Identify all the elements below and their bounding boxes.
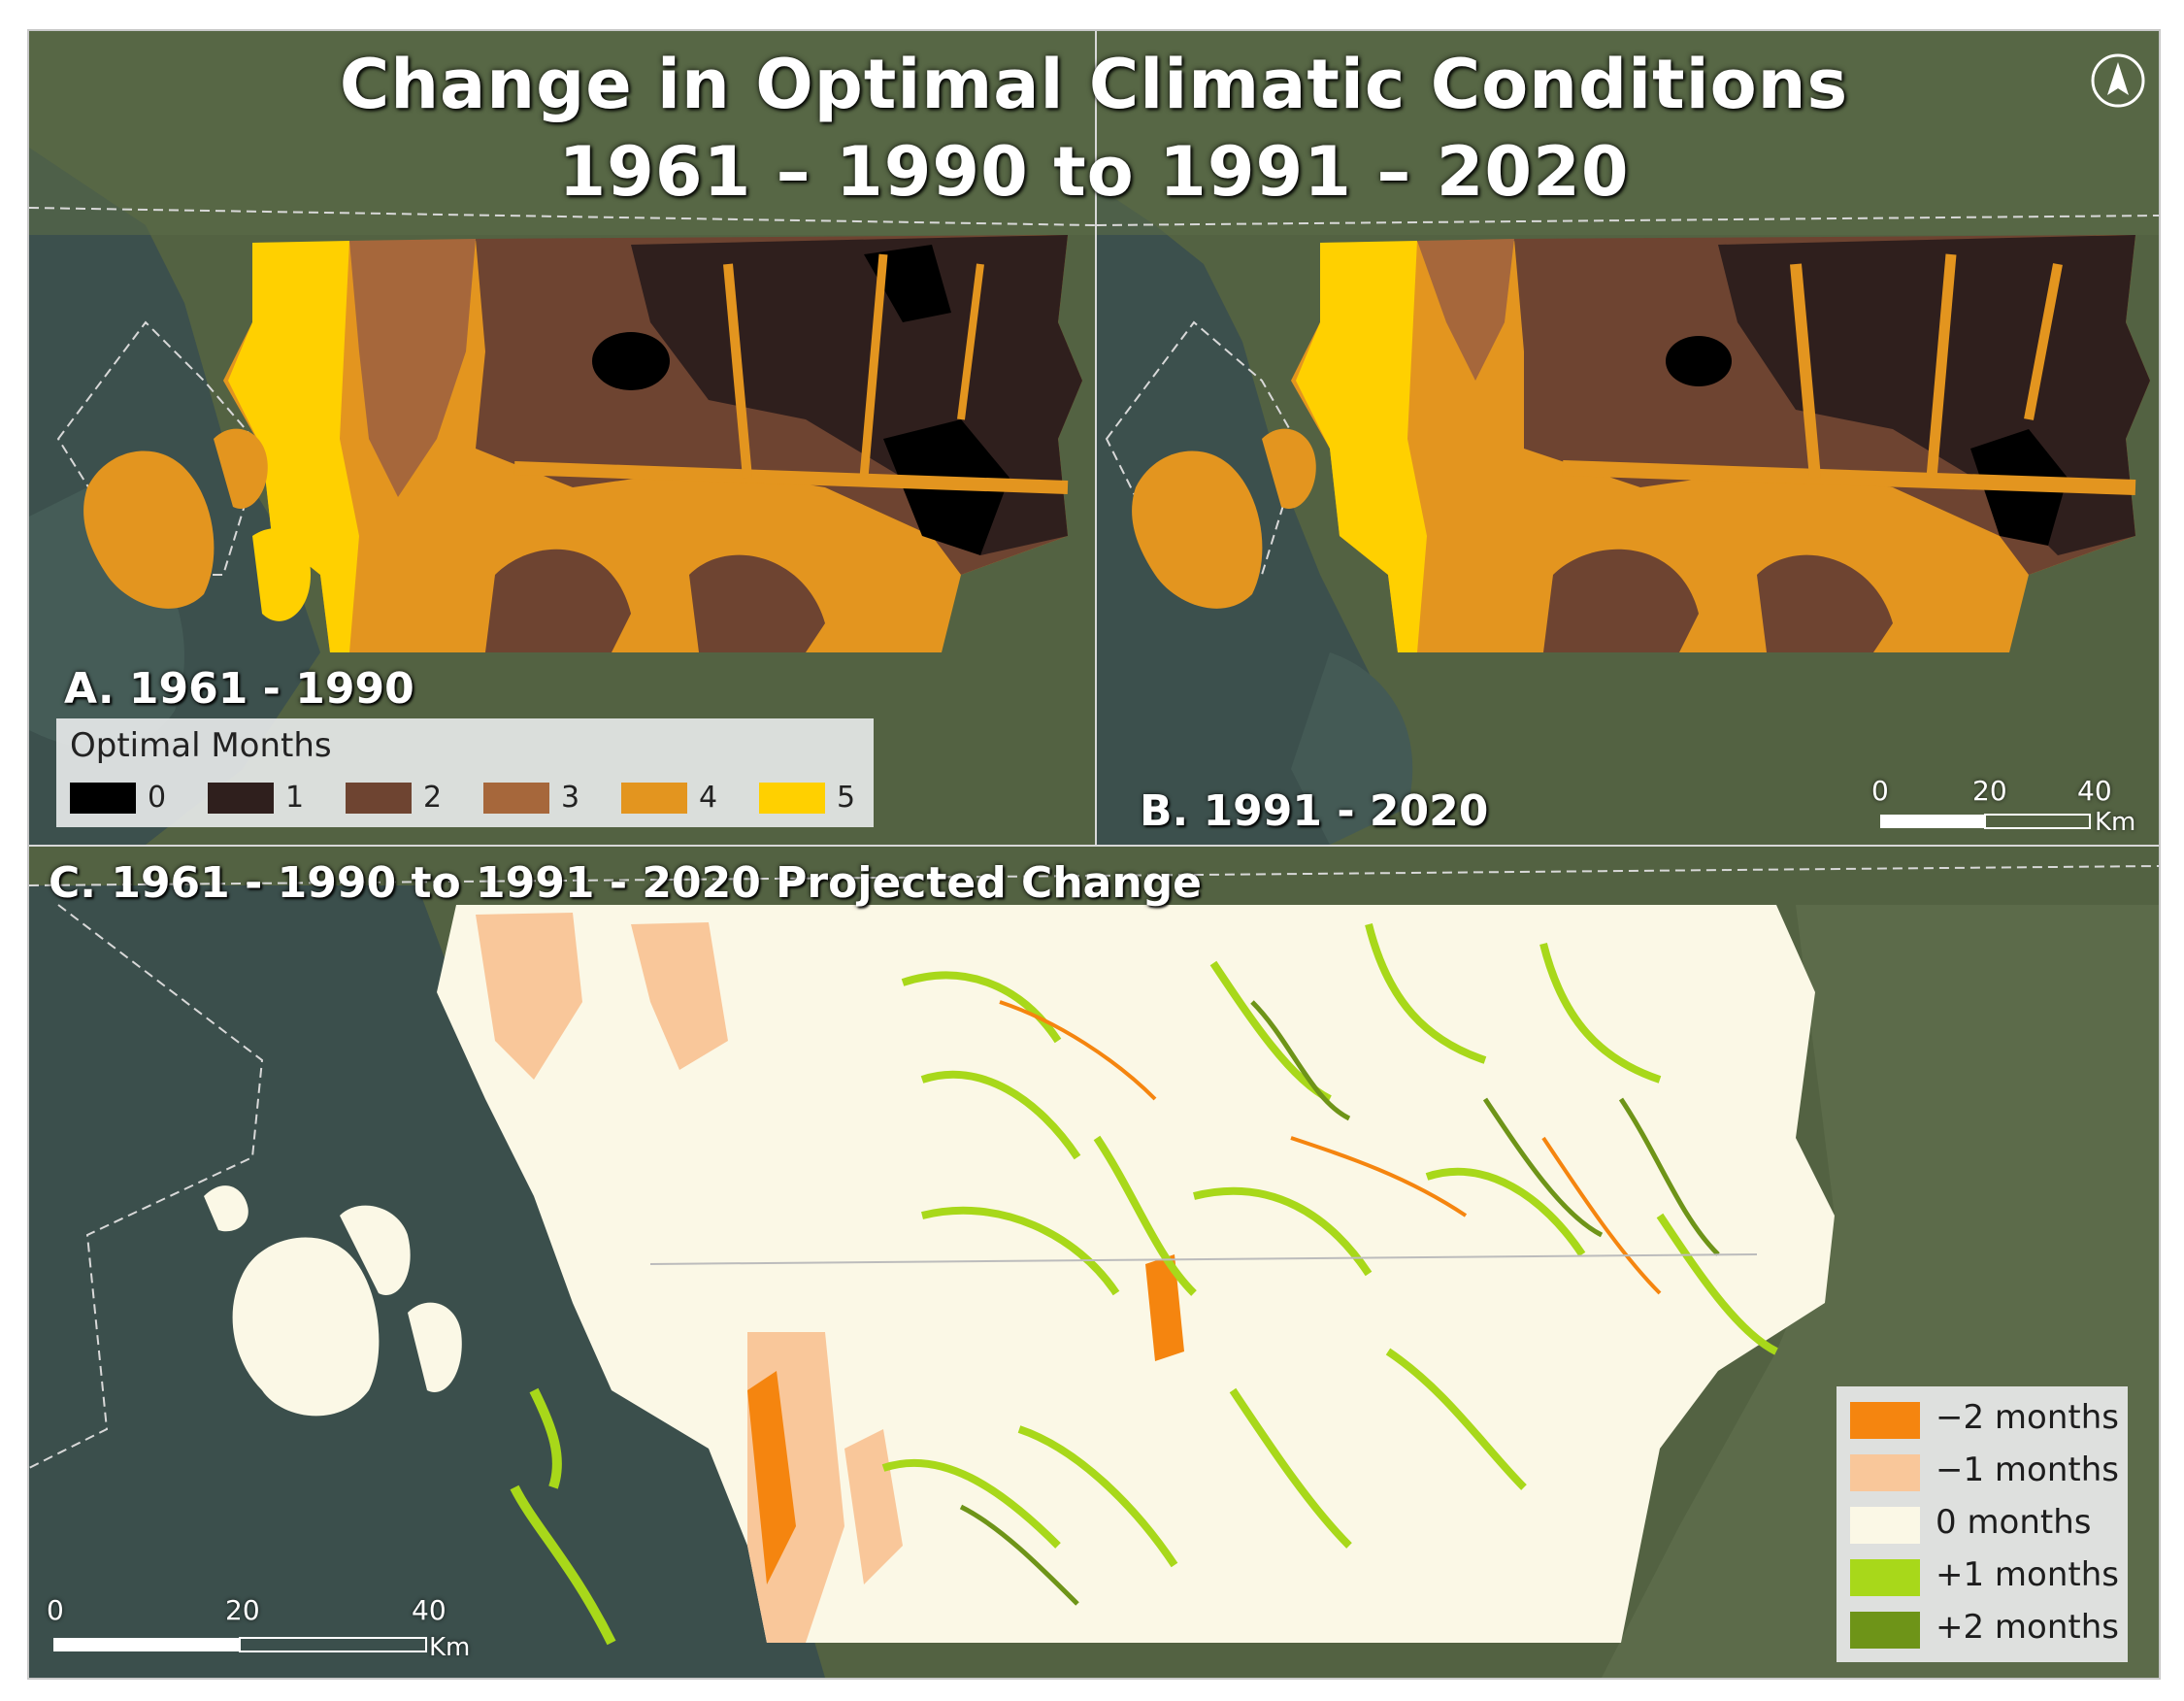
legend-swatch — [1850, 1454, 1920, 1491]
panel-c-map: C. 1961 - 1990 to 1991 - 2020 Projected … — [29, 847, 2159, 1678]
legend-label: −2 months — [1936, 1398, 2119, 1437]
legend-label: −1 months — [1936, 1451, 2119, 1489]
legend-label: 0 — [148, 781, 167, 815]
legend-label: +2 months — [1936, 1608, 2119, 1647]
north-arrow-icon — [2091, 53, 2145, 108]
panel-b-label: B. 1991 - 2020 — [1140, 786, 1489, 836]
scale-bar-graphic — [53, 1637, 427, 1652]
legend-swatch — [346, 783, 412, 814]
legend-swatch — [1850, 1402, 1920, 1439]
scale-tick: 0 — [1871, 775, 1889, 807]
legend-swatch — [1850, 1612, 1920, 1649]
panel-a-label: A. 1961 - 1990 — [64, 664, 414, 714]
panel-c-label: C. 1961 - 1990 to 1991 - 2020 Projected … — [49, 858, 1203, 908]
panel-a-map: A. 1961 - 1990 Optimal Months 0 1 2 3 4 — [29, 31, 1095, 845]
scale-bar-b: 0 20 40 Km — [1871, 775, 2135, 843]
legend-swatch — [208, 783, 274, 814]
scale-tick: 0 — [47, 1594, 64, 1626]
scale-bar-graphic — [1880, 814, 2091, 829]
legend-label: 5 — [837, 781, 856, 815]
legend-swatch — [1850, 1507, 1920, 1544]
panel-divider-horizontal — [29, 845, 2159, 847]
legend-label: 0 months — [1936, 1503, 2092, 1542]
legend-swatch — [1850, 1559, 1920, 1596]
panel-divider-vertical — [1095, 31, 1097, 845]
legend-swatch — [483, 783, 549, 814]
map-title-line-1: Change in Optimal Climatic Conditions — [339, 45, 1849, 124]
scale-tick: 40 — [2077, 775, 2112, 807]
map-figure: A. 1961 - 1990 Optimal Months 0 1 2 3 4 — [27, 29, 2161, 1680]
optimal-months-legend: Optimal Months 0 1 2 3 4 — [56, 718, 874, 827]
legend-swatch — [621, 783, 687, 814]
legend-title: Optimal Months — [70, 726, 332, 765]
scale-tick: 20 — [1972, 775, 2007, 807]
legend-label: +1 months — [1936, 1555, 2119, 1594]
legend-swatch — [70, 783, 136, 814]
panel-b-map: B. 1991 - 2020 0 20 40 Km — [1097, 31, 2159, 845]
scale-bar-c: 0 20 40 Km — [47, 1594, 470, 1672]
panel-b-basemap — [1097, 31, 2159, 845]
legend-swatch — [759, 783, 825, 814]
map-title-line-2: 1961 – 1990 to 1991 – 2020 — [558, 132, 1630, 212]
scale-tick: 20 — [225, 1594, 260, 1626]
legend-label: 4 — [699, 781, 718, 815]
change-legend: −2 months −1 months 0 months +1 months +… — [1837, 1386, 2128, 1662]
legend-label: 1 — [285, 781, 305, 815]
legend-label: 3 — [561, 781, 580, 815]
scale-unit: Km — [429, 1633, 471, 1662]
legend-label: 2 — [423, 781, 443, 815]
scale-unit: Km — [2095, 808, 2136, 837]
panel-a-basemap — [29, 31, 1095, 845]
scale-tick: 40 — [412, 1594, 447, 1626]
